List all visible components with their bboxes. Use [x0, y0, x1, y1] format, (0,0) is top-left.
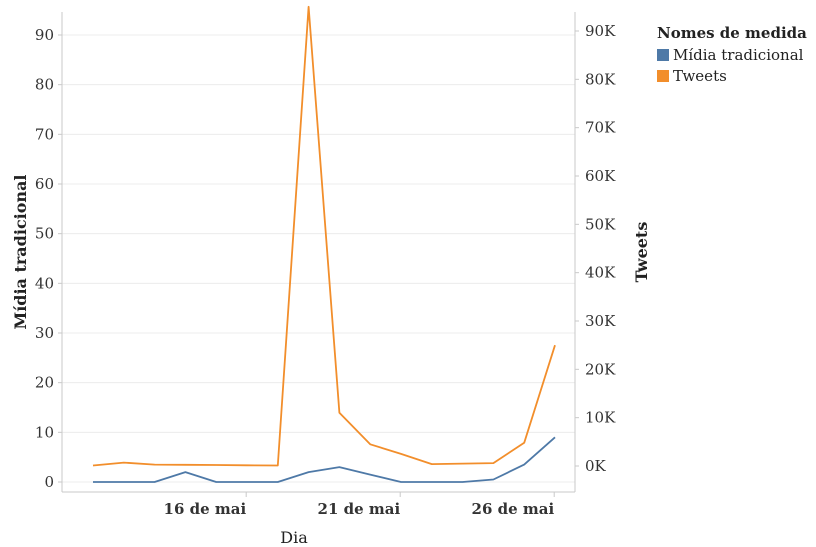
right-tick-label: 30K	[585, 312, 616, 330]
left-tick-label: 80	[35, 76, 54, 94]
left-tick-label: 60	[35, 175, 54, 193]
legend-swatch-midia	[657, 48, 669, 61]
right-tick-label: 70K	[585, 119, 616, 137]
left-tick-label: 50	[35, 225, 54, 243]
axes	[61, 12, 576, 493]
left-tick-label: 30	[35, 324, 54, 342]
right-tick-label: 80K	[585, 70, 616, 88]
left-tick-label: 20	[35, 374, 54, 392]
legend-label-midia: Mídia tradicional	[673, 45, 804, 64]
right-tick-label: 50K	[585, 215, 616, 233]
legend-title: Nomes de medida	[657, 24, 807, 42]
series-line-midia	[93, 436, 556, 483]
series-line-tweets	[92, 5, 556, 467]
left-tick-label: 90	[35, 26, 54, 44]
left-axis-title: Mídia tradicional	[11, 174, 30, 329]
legend-item-tweets[interactable]: Tweets	[657, 65, 807, 86]
left-tick-label: 10	[35, 423, 54, 441]
legend-swatch-tweets	[657, 69, 669, 82]
right-tick-label: 10K	[585, 409, 616, 427]
x-tick-label: 26 de mai	[472, 500, 555, 518]
legend-item-midia[interactable]: Mídia tradicional	[657, 44, 807, 65]
right-tick-label: 90K	[585, 22, 616, 40]
left-tick-label: 70	[35, 125, 54, 143]
x-axis-ticks: 16 de mai 21 de mai 26 de mai	[164, 492, 555, 518]
legend: Nomes de medida Mídia tradicional Tweets	[657, 24, 807, 86]
right-tick-label: 20K	[585, 360, 616, 378]
right-axis-title: Tweets	[632, 222, 651, 283]
legend-label-tweets: Tweets	[673, 66, 727, 85]
right-tick-label: 40K	[585, 264, 616, 282]
x-axis-title: Dia	[280, 528, 308, 547]
left-tick-label: 40	[35, 274, 54, 292]
left-tick-label: 0	[44, 473, 54, 491]
x-tick-label: 21 de mai	[318, 500, 401, 518]
gridlines	[62, 34, 575, 483]
right-tick-label: 0K	[585, 457, 607, 475]
series-lines	[92, 5, 556, 483]
right-axis-ticks: 0K 10K 20K 30K 40K 50K 60K 70K 80K 90K	[575, 22, 616, 475]
left-axis-ticks: 0 10 20 30 40 50 60 70 80 90	[35, 26, 62, 491]
x-tick-label: 16 de mai	[164, 500, 247, 518]
right-tick-label: 60K	[585, 167, 616, 185]
